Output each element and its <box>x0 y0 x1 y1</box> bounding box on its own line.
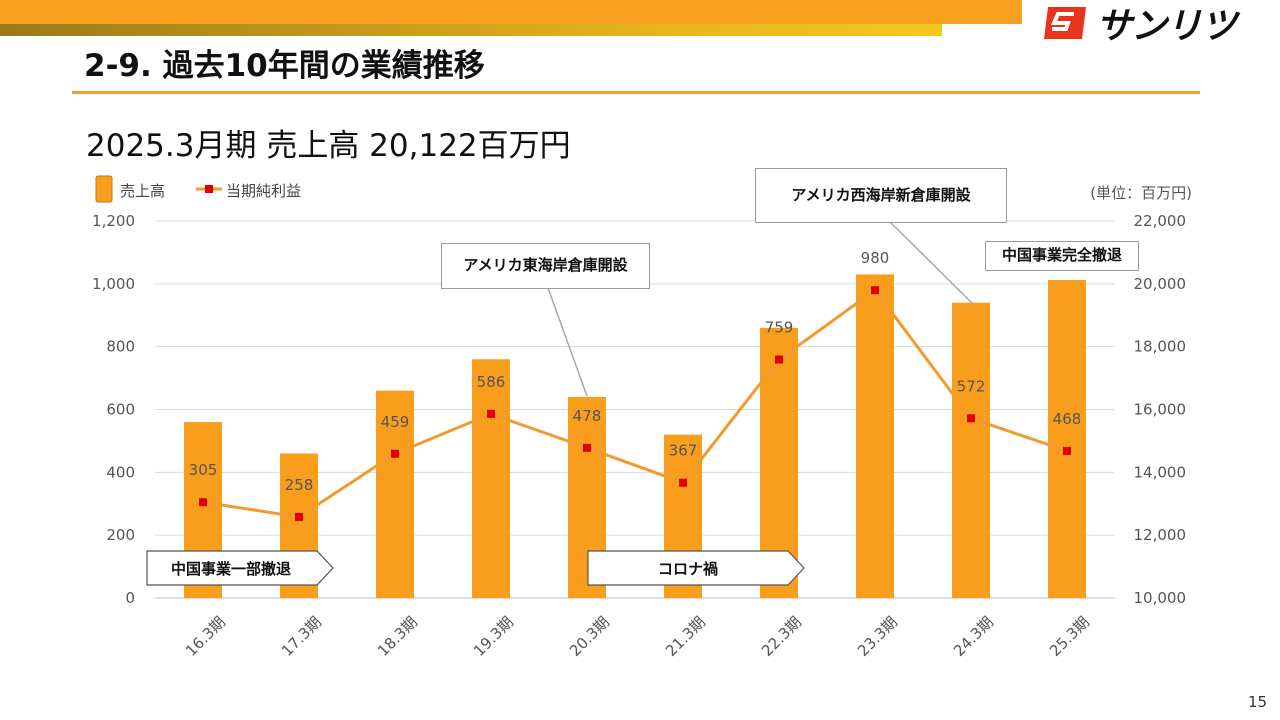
net-income-data-label: 572 <box>957 377 986 395</box>
legend-label-net-income: 当期純利益 <box>226 182 301 200</box>
annotation-china-full-exit: 中国事業完全撤退 <box>985 241 1139 271</box>
left-axis-tick: 600 <box>106 401 135 419</box>
title-divider <box>72 91 1200 94</box>
right-axis-tick: 22,000 <box>1134 212 1187 230</box>
net-income-marker <box>967 414 975 423</box>
headline-sales: 2025.3月期 売上高 20,122百万円 <box>86 128 571 164</box>
left-axis-tick: 0 <box>125 589 135 607</box>
sales-bar <box>1048 280 1086 598</box>
right-axis-tick: 14,000 <box>1134 463 1187 481</box>
x-axis-tick: 22.3期 <box>758 613 805 660</box>
sales-bar <box>856 274 894 598</box>
net-income-data-label: 980 <box>861 249 890 267</box>
sales-bar <box>376 390 414 598</box>
sales-bar <box>472 359 510 598</box>
x-axis-tick: 18.3期 <box>374 613 421 660</box>
net-income-marker <box>583 443 591 452</box>
x-axis-tick: 23.3期 <box>854 613 901 660</box>
net-income-marker <box>1063 446 1071 455</box>
callout-line-east <box>547 287 588 397</box>
sales-bar <box>952 302 990 598</box>
company-logo: サンリツ <box>1040 2 1237 47</box>
page-title: 2-9. 過去10年間の業績推移 <box>84 48 485 84</box>
net-income-data-label: 468 <box>1053 410 1082 428</box>
x-axis-tick: 24.3期 <box>950 613 997 660</box>
net-income-line <box>202 288 1068 519</box>
x-axis-tick: 16.3期 <box>182 613 229 660</box>
net-income-data-label: 305 <box>189 461 218 479</box>
left-axis-tick: 200 <box>106 526 135 544</box>
x-axis-tick: 20.3期 <box>566 613 613 660</box>
annotation-east-coast-warehouse: アメリカ東海岸倉庫開設 <box>441 243 650 289</box>
net-income-data-label: 459 <box>381 413 410 431</box>
right-axis-tick: 20,000 <box>1134 275 1187 293</box>
x-axis-tick: 21.3期 <box>662 613 709 660</box>
net-income-marker <box>391 449 399 458</box>
callout-line-west <box>889 221 975 306</box>
net-income-data-label: 258 <box>285 476 314 494</box>
right-axis-tick: 18,000 <box>1134 338 1187 356</box>
svg-text:中国事業一部撤退: 中国事業一部撤退 <box>171 560 291 578</box>
header-gradient-bar <box>0 24 942 36</box>
left-axis-tick: 1,200 <box>92 212 135 230</box>
legend-marker <box>205 185 213 193</box>
right-axis-tick: 10,000 <box>1134 589 1187 607</box>
logo-text: サンリツ <box>1096 6 1237 47</box>
x-axis-tick: 25.3期 <box>1046 613 1093 660</box>
logo-mark-icon <box>1044 7 1086 39</box>
net-income-marker <box>199 498 207 507</box>
net-income-marker <box>775 355 783 364</box>
right-axis-tick: 12,000 <box>1134 526 1187 544</box>
annotation-china-partial-exit: 中国事業一部撤退 <box>146 550 334 586</box>
svg-text:コロナ禍: コロナ禍 <box>658 560 718 578</box>
left-axis-tick: 400 <box>106 463 135 481</box>
net-income-marker <box>679 478 687 487</box>
legend-label-sales: 売上高 <box>120 182 165 200</box>
net-income-data-label: 478 <box>573 407 602 425</box>
unit-note: (単位：百万円) <box>1090 184 1192 202</box>
legend-bar-swatch <box>95 175 113 203</box>
page-number: 15 <box>1248 693 1268 711</box>
annotation-corona: コロナ禍 <box>587 550 805 586</box>
net-income-marker <box>871 286 879 295</box>
left-axis-tick: 1,000 <box>92 275 135 293</box>
left-axis-tick: 800 <box>106 338 135 356</box>
net-income-data-label: 759 <box>765 319 794 337</box>
right-axis-tick: 16,000 <box>1134 401 1187 419</box>
annotation-west-coast-warehouse: アメリカ西海岸新倉庫開設 <box>755 168 1007 223</box>
net-income-marker <box>487 409 495 418</box>
header-accent-bar <box>0 0 1022 24</box>
x-axis-tick: 17.3期 <box>278 613 325 660</box>
net-income-data-label: 367 <box>669 442 698 460</box>
net-income-marker <box>295 512 303 521</box>
x-axis-tick: 19.3期 <box>470 613 517 660</box>
net-income-data-label: 586 <box>477 373 506 391</box>
